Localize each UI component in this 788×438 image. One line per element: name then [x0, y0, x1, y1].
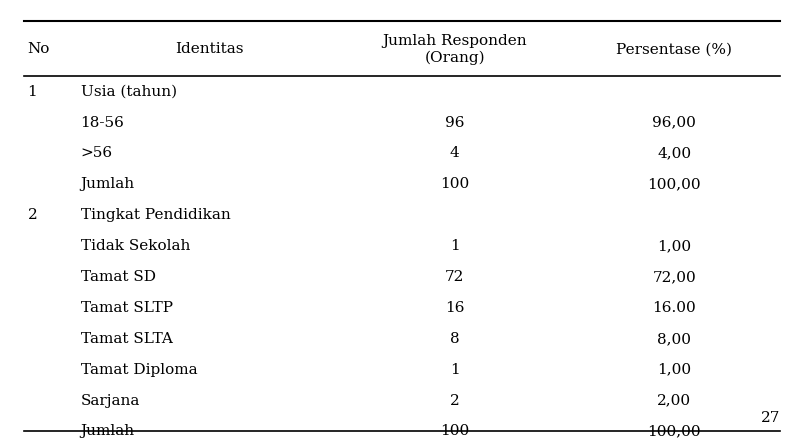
Text: 96: 96 — [445, 116, 465, 130]
Text: 8,00: 8,00 — [657, 332, 691, 346]
Text: 1: 1 — [450, 239, 459, 253]
Text: 96,00: 96,00 — [652, 116, 696, 130]
Text: Identitas: Identitas — [175, 42, 243, 56]
Text: Tamat SD: Tamat SD — [80, 270, 155, 284]
Text: 4,00: 4,00 — [657, 146, 691, 160]
Text: 27: 27 — [760, 411, 780, 425]
Text: 2: 2 — [28, 208, 37, 222]
Text: 16.00: 16.00 — [652, 301, 696, 315]
Text: 72,00: 72,00 — [652, 270, 696, 284]
Text: Sarjana: Sarjana — [80, 394, 140, 408]
Text: 100: 100 — [440, 424, 470, 438]
Text: Tidak Sekolah: Tidak Sekolah — [80, 239, 190, 253]
Text: Jumlah: Jumlah — [80, 177, 135, 191]
Text: 100,00: 100,00 — [648, 424, 701, 438]
Text: 2: 2 — [450, 394, 459, 408]
Text: Jumlah: Jumlah — [80, 424, 135, 438]
Text: Jumlah Responden
(Orang): Jumlah Responden (Orang) — [382, 34, 527, 64]
Text: Persentase (%): Persentase (%) — [616, 42, 732, 56]
Text: 1: 1 — [28, 85, 37, 99]
Text: Usia (tahun): Usia (tahun) — [80, 85, 177, 99]
Text: 100,00: 100,00 — [648, 177, 701, 191]
Text: 2,00: 2,00 — [657, 394, 691, 408]
Text: Tingkat Pendidikan: Tingkat Pendidikan — [80, 208, 230, 222]
Text: 1: 1 — [450, 363, 459, 377]
Text: >56: >56 — [80, 146, 113, 160]
Text: 18-56: 18-56 — [80, 116, 125, 130]
Text: 16: 16 — [445, 301, 465, 315]
Text: Tamat SLTA: Tamat SLTA — [80, 332, 173, 346]
Text: Tamat SLTP: Tamat SLTP — [80, 301, 173, 315]
Text: 4: 4 — [450, 146, 459, 160]
Text: 1,00: 1,00 — [657, 239, 691, 253]
Text: Tamat Diploma: Tamat Diploma — [80, 363, 197, 377]
Text: 100: 100 — [440, 177, 470, 191]
Text: 72: 72 — [445, 270, 464, 284]
Text: 8: 8 — [450, 332, 459, 346]
Text: No: No — [28, 42, 50, 56]
Text: 1,00: 1,00 — [657, 363, 691, 377]
